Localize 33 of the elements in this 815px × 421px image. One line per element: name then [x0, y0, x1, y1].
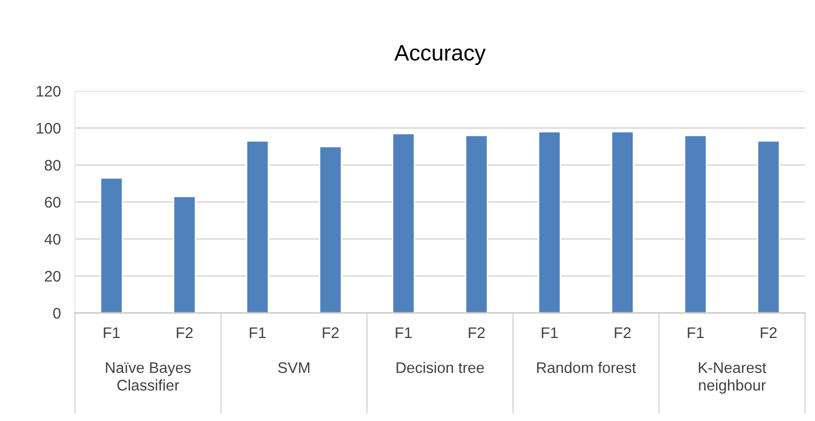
y-tick-label: 40 — [44, 234, 61, 245]
y-tick-label: 20 — [44, 270, 61, 282]
bar — [100, 177, 124, 313]
text: Naïve Bayes Classifier — [106, 362, 191, 391]
y-tick-label: 60 — [44, 196, 61, 208]
y-tick-label: 120 — [36, 86, 61, 97]
text: Random forest — [537, 362, 636, 374]
bar — [756, 140, 780, 313]
text: Decision tree — [396, 362, 484, 374]
x-tick-label: F2 — [760, 327, 777, 338]
x-tick-label: F1 — [250, 327, 266, 338]
bar — [172, 196, 196, 313]
text: SVM — [278, 362, 310, 374]
x-tick-label: F1 — [104, 327, 120, 338]
x-tick-label: F2 — [176, 327, 193, 338]
bar — [538, 131, 562, 313]
x-tick-label: F1 — [396, 327, 412, 338]
text: K-Nearest neighbour — [698, 362, 766, 394]
bar — [464, 134, 488, 313]
y-tick-label: 80 — [44, 160, 61, 171]
x-tick-label: F2 — [322, 327, 339, 338]
y-tick-label: 100 — [36, 122, 61, 134]
bar — [684, 134, 708, 313]
x-tick-label: F1 — [542, 327, 558, 338]
bar — [246, 140, 270, 313]
chart-title: Accuracy — [394, 45, 486, 66]
x-tick-label: F2 — [468, 327, 485, 338]
x-tick-label: F2 — [614, 327, 631, 338]
y-tick-label: 0 — [53, 308, 61, 319]
bar — [392, 132, 416, 313]
bar — [610, 131, 634, 313]
x-tick-label: F1 — [688, 327, 704, 338]
bar — [318, 146, 342, 313]
